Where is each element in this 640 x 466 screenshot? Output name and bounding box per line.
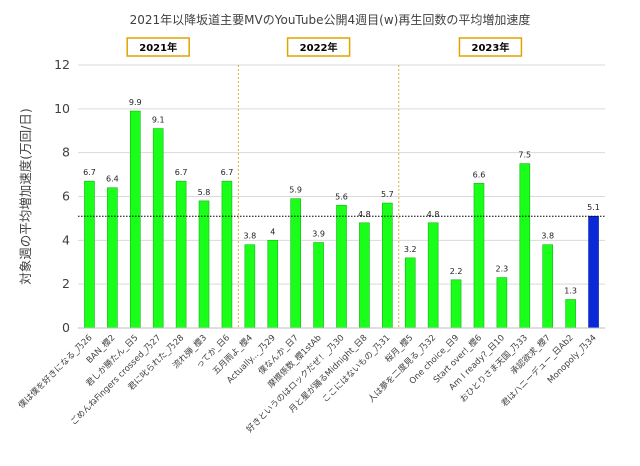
bar: [565, 299, 576, 329]
bar: [152, 128, 164, 329]
bar: [519, 163, 531, 329]
y-axis-ticks: 0 2 4 6 8 10 12: [54, 57, 70, 335]
bars: 6.7 6.4 9.9 9.1 6.7 5.8 6.7 3.8 4 5.9 3.9 5.6 4.8 5.7…: [83, 98, 600, 329]
data-label: 4.8: [358, 210, 371, 219]
data-label: 5.1: [587, 203, 600, 212]
x-axis-ticks: 僕は僕を好きになる_乃26BAN_櫻2君しか勝たん_日5ごめんねFingers …: [16, 332, 599, 435]
data-label: 4.8: [427, 210, 440, 219]
data-label: 4: [270, 227, 275, 236]
grid-lines: [78, 64, 605, 285]
data-label: 5.6: [335, 192, 348, 201]
bar: [244, 244, 256, 329]
bar: [198, 200, 210, 329]
bar: [588, 215, 599, 329]
x-tick-label: 僕は僕を好きになる_乃26: [16, 332, 95, 411]
bar: [450, 279, 462, 329]
data-label: 5.9: [289, 186, 302, 195]
bar: [496, 277, 508, 329]
y-tick-label: 8: [62, 145, 70, 160]
bar: [473, 183, 485, 329]
year-box: [126, 37, 190, 57]
data-label: 6.7: [175, 168, 188, 177]
bar: [427, 222, 439, 329]
data-label: 3.8: [243, 232, 256, 241]
bar: [107, 187, 118, 329]
chart-title: 2021年以降坂道主要MVのYouTube公開4週目(w)再生回数の平均増加速度: [130, 12, 531, 27]
data-label: 6.7: [83, 168, 96, 177]
year-groups: 2021年 2022年 2023年: [126, 37, 523, 328]
bar: [84, 180, 95, 329]
bar: [290, 198, 301, 329]
data-label: 3.8: [541, 232, 554, 241]
data-label: 3.2: [404, 245, 417, 254]
bar: [175, 180, 187, 329]
y-tick-label: 0: [62, 320, 70, 335]
data-label: 6.6: [473, 170, 486, 179]
year-box: [458, 37, 523, 57]
bar: [221, 180, 233, 329]
year-label: 2023年: [472, 41, 510, 54]
bar: [267, 240, 279, 329]
data-label: 2.3: [496, 265, 509, 274]
bar: [359, 222, 370, 329]
bar: [336, 204, 347, 329]
bar: [404, 257, 416, 329]
year-label: 2022年: [300, 41, 338, 54]
data-label: 6.7: [221, 168, 234, 177]
bar: [313, 242, 324, 329]
y-tick-label: 4: [62, 232, 70, 247]
data-label: 9.1: [152, 116, 165, 125]
data-label: 3.9: [312, 230, 325, 239]
y-tick-label: 6: [62, 189, 70, 204]
bar: [129, 110, 141, 329]
y-tick-label: 10: [54, 101, 70, 116]
data-label: 9.9: [129, 98, 142, 107]
y-tick-label: 12: [54, 57, 70, 72]
y-axis-label: 対象週の平均増加速度(万回/日): [18, 108, 33, 284]
data-label: 1.3: [564, 287, 577, 296]
data-label: 5.8: [198, 188, 211, 197]
bar: [382, 202, 393, 329]
year-label: 2021年: [139, 41, 177, 54]
data-label: 7.5: [518, 151, 531, 160]
data-label: 2.2: [450, 267, 463, 276]
data-label: 5.7: [381, 190, 394, 199]
year-box: [286, 37, 351, 57]
data-label: 6.4: [106, 175, 119, 184]
bar: [542, 244, 554, 329]
y-tick-label: 2: [62, 276, 70, 291]
